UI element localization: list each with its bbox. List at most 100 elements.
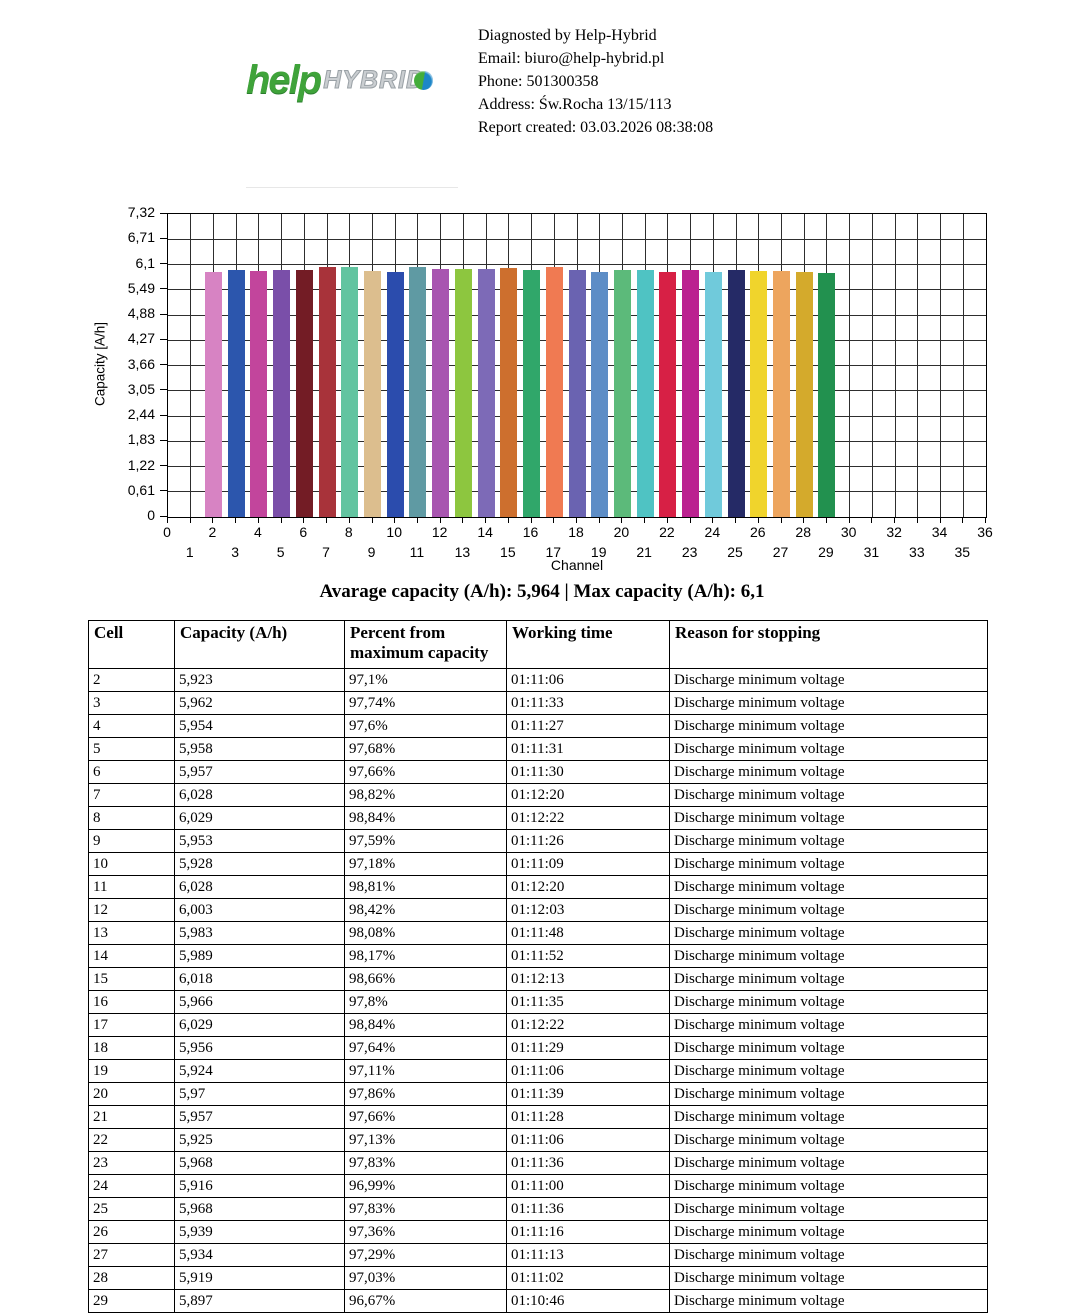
table-cell: 21 [88,1105,175,1129]
x-tick-label: 5 [276,544,285,560]
table-cell: 01:11:09 [506,852,670,876]
table-cell: Discharge minimum voltage [669,1243,988,1267]
table-cell: 5,956 [174,1036,345,1060]
table-cell: 97,29% [344,1243,507,1267]
x-tick-label: 23 [681,544,698,560]
y-tick-label: 7,32 [127,204,155,220]
table-cell: Discharge minimum voltage [669,921,988,945]
bar-channel-27 [773,271,790,517]
y-tick-label: 4,88 [127,305,155,321]
table-cell: 16 [88,990,175,1014]
table-row: 21 5,957 97,66% 01:11:28 Discharge minimum v… [88,1105,988,1129]
table-cell: 5,954 [174,714,345,738]
y-tick-mark [160,414,167,416]
header-info-line: Diagnosted by Help-Hybrid [478,27,657,44]
table-cell: 22 [88,1128,175,1152]
table-cell: 6,003 [174,898,345,922]
bar-channel-23 [682,269,700,517]
table-cell: 15 [88,967,175,991]
bar-channel-20 [613,269,631,517]
x-tick-mark [825,518,827,523]
table-cell: 26 [88,1220,175,1244]
table-cell: 97,13% [344,1128,507,1152]
table-cell: 28 [88,1266,175,1290]
x-tick-label: 18 [568,524,584,540]
table-cell: Discharge minimum voltage [669,1266,988,1290]
x-tick-label: 6 [299,524,308,540]
x-tick-mark [348,518,350,523]
help-hybrid-logo: help HYBRID [246,52,434,108]
bar-channel-7 [318,267,336,517]
y-tick-label: 0 [147,507,155,523]
x-tick-label: 29 [818,544,834,560]
table-cell: 5,924 [174,1059,345,1083]
table-cell: 01:12:13 [506,967,670,991]
table-cell: 13 [88,921,175,945]
bar-channel-19 [591,271,609,517]
x-tick-mark [280,518,282,523]
table-cell: Discharge minimum voltage [669,1105,988,1129]
table-cell: 97,86% [344,1082,507,1106]
table-cell: 01:11:26 [506,829,670,853]
table-header-cell: Percent from maximum capacity [344,620,507,669]
table-cell: 5,919 [174,1266,345,1290]
x-tick-mark [848,518,850,523]
table-cell: 5,958 [174,737,345,761]
x-tick-mark [621,518,623,523]
x-tick-label: 28 [795,524,811,540]
table-cell: 98,17% [344,944,507,968]
bar-channel-9 [364,270,381,517]
x-tick-label: 26 [749,524,766,540]
table-cell: Discharge minimum voltage [669,691,988,715]
x-tick-label: 3 [231,544,240,560]
x-tick-mark [962,518,964,523]
y-tick-label: 6,71 [127,229,155,246]
x-tick-mark [394,518,396,523]
bar-channel-10 [386,271,404,517]
x-tick-mark [780,518,782,523]
table-cell: 97,6% [344,714,507,738]
x-tick-mark [167,518,168,523]
x-tick-label: 21 [636,544,652,560]
table-cell: 8 [88,806,175,830]
y-tick-mark [160,439,167,441]
table-cell: 97,83% [344,1151,507,1175]
bar-channel-21 [636,270,654,517]
bar-channel-11 [409,267,427,517]
table-header-cell: Cell [88,620,175,669]
table-cell: 23 [88,1151,175,1175]
bar-channel-13 [454,269,472,517]
logo-help-text: help [246,57,322,102]
y-tick-mark [160,490,167,492]
x-tick-mark [326,518,328,523]
table-row: 9 5,953 97,59% 01:11:26 Discharge minimum vo… [88,829,988,853]
x-tick-label: 1 [185,544,194,560]
table-cell: Discharge minimum voltage [669,1013,988,1037]
table-cell: 9 [88,829,175,853]
table-cell: Discharge minimum voltage [669,714,988,738]
table-cell: Discharge minimum voltage [669,1059,988,1083]
table-cell: Discharge minimum voltage [669,783,988,807]
table-row: 17 6,029 98,84% 01:12:22 Discharge minimum v… [88,1013,988,1037]
x-tick-mark [712,518,714,523]
table-cell: 97,59% [344,829,507,853]
table-row: 3 5,962 97,74% 01:11:33 Discharge minimum vo… [88,691,988,715]
table-row: 4 5,954 97,6% 01:11:27 Discharge minimum vol… [88,714,988,738]
cells-table: Cell Capacity (A/h) Percent from maximum… [88,620,988,1313]
table-cell: 97,8% [344,990,507,1014]
header-info: Diagnosted by Help-Hybrid Email: biuro@h… [478,24,713,139]
table-cell: 96,99% [344,1174,507,1198]
table-cell: 5,957 [174,1105,345,1129]
table-row: 2 5,923 97,1% 01:11:06 Discharge minimum vol… [88,668,988,692]
bar-channel-12 [432,268,450,517]
header-info-line: Report created: 03.03.2026 08:38:08 [478,119,714,136]
bar-channel-24 [704,272,722,517]
table-row: 29 5,897 96,67% 01:10:46 Discharge minimum v… [88,1289,988,1313]
table-cell: 24 [88,1174,175,1198]
table-cell: Discharge minimum voltage [669,944,988,968]
table-cell: 01:11:06 [506,1128,670,1152]
x-tick-label: 34 [931,524,948,540]
table-cell: Discharge minimum voltage [669,875,988,899]
header-info-line: Phone: 501300358 [478,73,599,90]
table-cell: Discharge minimum voltage [669,1036,988,1060]
